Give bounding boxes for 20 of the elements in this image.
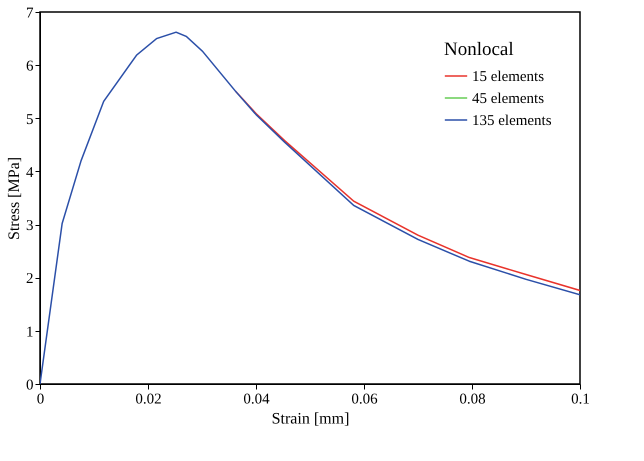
y-axis-title: Stress [MPa] bbox=[6, 156, 23, 240]
y-tick-label: 5 bbox=[26, 112, 34, 128]
x-tick-label: 0 bbox=[36, 392, 44, 408]
legend-label: 135 elements bbox=[472, 113, 552, 129]
y-tick-label: 6 bbox=[26, 58, 34, 75]
y-tick-label: 2 bbox=[26, 271, 34, 288]
x-tick-label: 0.06 bbox=[351, 392, 378, 408]
x-tick-label: 0.1 bbox=[571, 392, 590, 408]
legend-label: 15 elements bbox=[472, 69, 544, 85]
y-tick-label: 3 bbox=[26, 218, 34, 234]
y-tick-label: 4 bbox=[26, 164, 34, 181]
x-tick-label: 0.02 bbox=[135, 392, 162, 408]
x-tick-label: 0.04 bbox=[243, 392, 270, 408]
y-tick-label: 1 bbox=[26, 324, 34, 340]
y-tick-label: 7 bbox=[26, 6, 34, 22]
legend-label: 45 elements bbox=[472, 91, 544, 107]
x-axis-title: Strain [mm] bbox=[272, 410, 350, 428]
y-tick-label: 0 bbox=[26, 378, 34, 394]
legend-title: Nonlocal bbox=[444, 39, 514, 60]
x-tick-label: 0.08 bbox=[459, 392, 486, 408]
